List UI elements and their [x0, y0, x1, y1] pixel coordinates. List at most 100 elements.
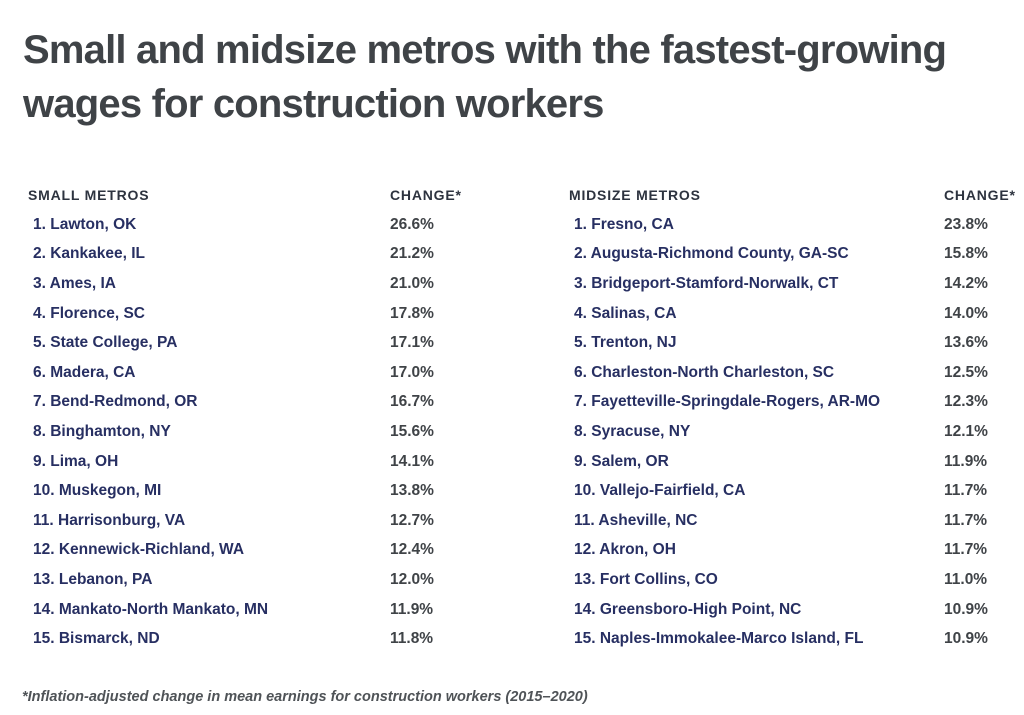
metro-name: 2. Augusta-Richmond County, GA-SC: [574, 245, 849, 263]
change-value: 11.9%: [944, 452, 988, 470]
metro-name: 7. Fayetteville-Springdale-Rogers, AR-MO: [574, 393, 881, 411]
table-row: 14. Mankato-North Mankato, MN 11.9%: [28, 595, 460, 625]
page-title-line1: Small and midsize metros with the fastes…: [23, 28, 947, 72]
table-row: 9. Salem, OR 11.9%: [569, 447, 1024, 477]
table-row: 6. Madera, CA 17.0%: [28, 358, 460, 388]
column-header-small-metros: SMALL METROS: [28, 187, 150, 203]
change-value: 14.1%: [390, 452, 434, 470]
table-row: 3. Ames, IA 21.0%: [28, 269, 460, 299]
tables-container: SMALL METROS CHANGE* 1. Lawton, OK 26.6% 2…: [0, 180, 1024, 654]
table-row: 11. Asheville, NC 11.7%: [569, 506, 1024, 536]
infographic-page: Small and midsize metros with the fastes…: [0, 23, 1024, 715]
metro-name: 9. Lima, OH: [33, 452, 119, 470]
table-row: 10. Vallejo-Fairfield, CA 11.7%: [569, 476, 1024, 506]
change-value: 12.5%: [944, 363, 988, 381]
column-header-change: CHANGE*: [390, 187, 462, 203]
table-row: 7. Bend-Redmond, OR 16.7%: [28, 388, 460, 418]
table-row: 5. Trenton, NJ 13.6%: [569, 328, 1024, 358]
table-row: 3. Bridgeport-Stamford-Norwalk, CT 14.2%: [569, 269, 1024, 299]
metro-name: 5. Trenton, NJ: [574, 334, 677, 352]
column-header-midsize-metros: MIDSIZE METROS: [569, 187, 701, 203]
change-value: 15.6%: [390, 422, 434, 440]
metro-name: 7. Bend-Redmond, OR: [33, 393, 198, 411]
metro-name: 13. Lebanon, PA: [33, 570, 153, 588]
change-value: 13.8%: [390, 482, 434, 500]
metro-name: 1. Fresno, CA: [574, 215, 674, 233]
change-value: 17.0%: [390, 363, 434, 381]
change-value: 12.7%: [390, 511, 434, 529]
table-row: 1. Lawton, OK 26.6%: [28, 210, 460, 240]
metro-name: 10. Muskegon, MI: [33, 482, 162, 500]
change-value: 16.7%: [390, 393, 434, 411]
page-title-line2: wages for construction workers: [23, 82, 604, 126]
change-value: 17.8%: [390, 304, 434, 322]
table-row: 13. Lebanon, PA 12.0%: [28, 565, 460, 595]
metro-name: 11. Asheville, NC: [574, 511, 698, 529]
change-value: 11.7%: [944, 511, 988, 529]
metro-name: 3. Ames, IA: [33, 274, 116, 292]
small-metros-table-body: 1. Lawton, OK 26.6% 2. Kankakee, IL 21.2% 3.…: [28, 210, 460, 654]
metro-name: 6. Charleston-North Charleston, SC: [574, 363, 835, 381]
table-row: 15. Naples-Immokalee-Marco Island, FL 10.…: [569, 624, 1024, 654]
metro-name: 15. Bismarck, ND: [33, 630, 160, 648]
table-row: 4. Salinas, CA 14.0%: [569, 299, 1024, 329]
table-row: 1. Fresno, CA 23.8%: [569, 210, 1024, 240]
change-value: 26.6%: [390, 215, 434, 233]
table-row: 2. Augusta-Richmond County, GA-SC 15.8%: [569, 240, 1024, 270]
metro-name: 12. Akron, OH: [574, 541, 676, 559]
table-row: 5. State College, PA 17.1%: [28, 328, 460, 358]
table-row: 11. Harrisonburg, VA 12.7%: [28, 506, 460, 536]
change-value: 11.8%: [390, 630, 434, 648]
change-value: 11.7%: [944, 482, 988, 500]
metro-name: 5. State College, PA: [33, 334, 178, 352]
metro-name: 15. Naples-Immokalee-Marco Island, FL: [574, 630, 864, 648]
change-value: 12.3%: [944, 393, 988, 411]
table-row: 2. Kankakee, IL 21.2%: [28, 240, 460, 270]
table-row: 14. Greensboro-High Point, NC 10.9%: [569, 595, 1024, 625]
change-value: 23.8%: [944, 215, 988, 233]
table-row: 15. Bismarck, ND 11.8%: [28, 624, 460, 654]
change-value: 11.0%: [944, 570, 988, 588]
table-row: 6. Charleston-North Charleston, SC 12.5%: [569, 358, 1024, 388]
change-value: 14.0%: [944, 304, 988, 322]
metro-name: 4. Salinas, CA: [574, 304, 677, 322]
metro-name: 14. Greensboro-High Point, NC: [574, 600, 802, 618]
metro-name: 6. Madera, CA: [33, 363, 136, 381]
change-value: 21.0%: [390, 274, 434, 292]
table-row: 10. Muskegon, MI 13.8%: [28, 476, 460, 506]
midsize-metros-table-header: MIDSIZE METROS CHANGE*: [569, 180, 1024, 210]
change-value: 12.0%: [390, 570, 434, 588]
table-row: 8. Binghamton, NY 15.6%: [28, 417, 460, 447]
table-row: 7. Fayetteville-Springdale-Rogers, AR-MO…: [569, 388, 1024, 418]
change-value: 14.2%: [944, 274, 988, 292]
metro-name: 9. Salem, OR: [574, 452, 669, 470]
metro-name: 8. Syracuse, NY: [574, 422, 691, 440]
metro-name: 11. Harrisonburg, VA: [33, 511, 186, 529]
metro-name: 14. Mankato-North Mankato, MN: [33, 600, 269, 618]
metro-name: 1. Lawton, OK: [33, 215, 137, 233]
metro-name: 10. Vallejo-Fairfield, CA: [574, 482, 746, 500]
table-row: 13. Fort Collins, CO 11.0%: [569, 565, 1024, 595]
table-row: 4. Florence, SC 17.8%: [28, 299, 460, 329]
footnote: *Inflation-adjusted change in mean earni…: [22, 688, 588, 705]
column-header-change: CHANGE*: [944, 187, 1016, 203]
change-value: 10.9%: [944, 630, 988, 648]
small-metros-table-header: SMALL METROS CHANGE*: [28, 180, 462, 210]
change-value: 21.2%: [390, 245, 434, 263]
table-row: 9. Lima, OH 14.1%: [28, 447, 460, 477]
metro-name: 13. Fort Collins, CO: [574, 570, 718, 588]
metro-name: 3. Bridgeport-Stamford-Norwalk, CT: [574, 274, 839, 292]
change-value: 12.1%: [944, 422, 988, 440]
change-value: 11.7%: [944, 541, 988, 559]
metro-name: 12. Kennewick-Richland, WA: [33, 541, 245, 559]
change-value: 10.9%: [944, 600, 988, 618]
small-metros-table: SMALL METROS CHANGE* 1. Lawton, OK 26.6% 2…: [28, 180, 462, 654]
table-row: 12. Kennewick-Richland, WA 12.4%: [28, 536, 460, 566]
change-value: 15.8%: [944, 245, 988, 263]
midsize-metros-table-body: 1. Fresno, CA 23.8% 2. Augusta-Richmond Co…: [569, 210, 1024, 654]
midsize-metros-table: MIDSIZE METROS CHANGE* 1. Fresno, CA 23.8…: [569, 180, 1024, 654]
change-value: 17.1%: [390, 334, 434, 352]
change-value: 12.4%: [390, 541, 434, 559]
metro-name: 8. Binghamton, NY: [33, 422, 171, 440]
page-title: Small and midsize metros with the fastes…: [23, 23, 1024, 131]
